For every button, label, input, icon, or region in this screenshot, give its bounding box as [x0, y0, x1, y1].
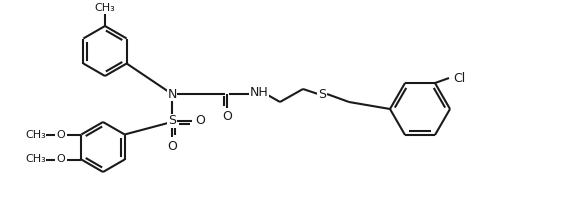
Text: CH₃: CH₃ — [95, 3, 115, 13]
Text: O: O — [56, 130, 65, 139]
Text: O: O — [56, 154, 65, 164]
Text: CH₃: CH₃ — [25, 154, 46, 164]
Text: O: O — [195, 115, 205, 127]
Text: O: O — [222, 110, 232, 122]
Text: N: N — [167, 88, 177, 101]
Text: Cl: Cl — [453, 71, 465, 84]
Text: CH₃: CH₃ — [25, 130, 46, 139]
Text: S: S — [168, 115, 176, 127]
Text: O: O — [167, 139, 177, 153]
Text: S: S — [318, 88, 326, 101]
Text: NH: NH — [249, 87, 268, 99]
